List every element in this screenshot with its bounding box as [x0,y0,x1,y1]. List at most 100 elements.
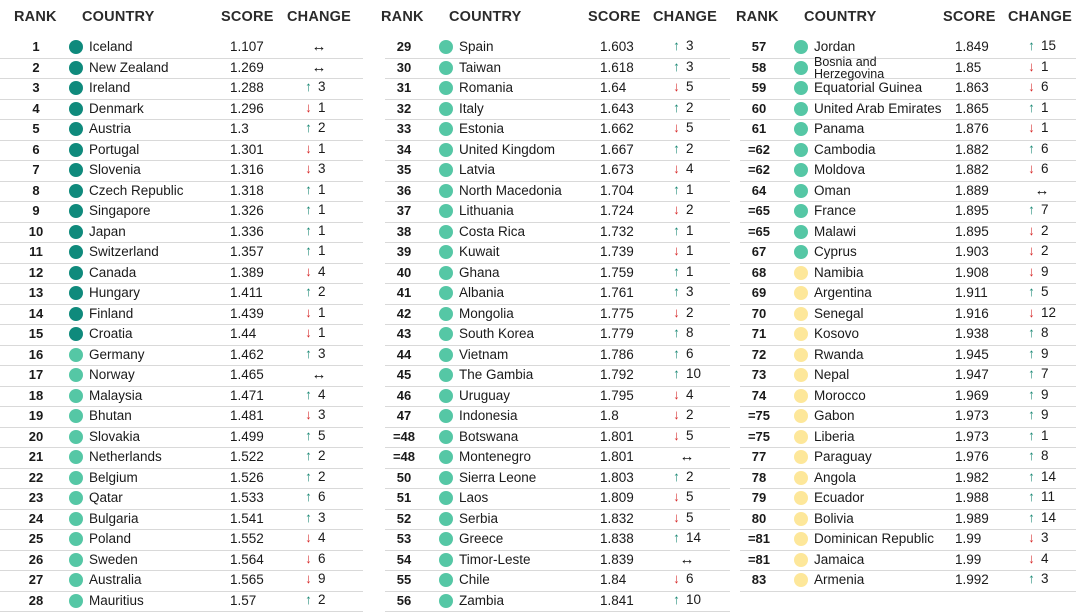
score-value: 1.316 [230,162,264,177]
tier-dot-icon [439,81,453,95]
table-row: 21 Netherlands 1.522 ↑ 2 [0,447,363,469]
score-value: 1.704 [600,182,634,198]
arrow-down-icon: ↓ [305,99,312,115]
tier-dot-icon [69,470,83,485]
change-cell: ↑ 1 [670,223,716,238]
change-cell: ↔ [307,38,353,55]
change-value: 5 [686,489,694,504]
table-row: =62 Cambodia 1.882 ↑ 6 [740,140,1076,161]
score-value: 1.643 [600,100,634,116]
rank-value: 60 [751,100,767,116]
table-row: 25 Poland 1.552 ↓ 4 [0,529,363,551]
score-value: 1.439 [230,305,264,321]
score-value: 1.8 [600,408,619,423]
header-score: SCORE [221,9,274,25]
score-value: 1.786 [600,346,634,362]
tier-dot-icon [794,101,808,116]
table-row: 47 Indonesia 1.8 ↓ 2 [385,406,730,428]
tier-dot-icon [69,60,83,75]
rank-value: 38 [396,223,412,239]
change-value: 14 [1041,468,1057,484]
country-name: Angola [814,469,857,485]
tier-dot-icon [794,40,808,54]
rank-value: 58 [751,59,767,75]
table-row: 1 Iceland 1.107 ↔ [0,37,363,59]
tier-dot-icon [439,265,453,280]
change-cell: ↑ 2 [302,120,348,135]
score-value: 1.288 [230,80,264,95]
tier-dot-icon [69,163,83,177]
score-value: 1.938 [955,326,989,341]
header-country: COUNTRY [804,9,877,25]
header-change: CHANGE [1008,9,1073,25]
rank-value: 13 [28,285,44,300]
table-row: 50 Sierra Leone 1.803 ↑ 2 [385,468,730,489]
rank-value: 8 [32,182,40,198]
score-value: 1.969 [955,387,989,403]
change-cell: ↑ 9 [1025,346,1071,361]
country-name: Dominican Republic [814,531,935,546]
table-row: 74 Morocco 1.969 ↑ 9 [740,386,1076,407]
table-row: 15 Croatia 1.44 ↓ 1 [0,324,363,346]
table-row: 3 Ireland 1.288 ↑ 3 [0,78,363,100]
arrow-down-icon: ↓ [1028,161,1035,176]
change-value: 3 [318,509,326,525]
country-name: Bhutan [89,408,132,423]
change-cell: ↑ 1 [302,223,348,238]
tier-dot-icon [69,306,83,321]
arrow-up-icon: ↑ [1028,489,1035,504]
score-value: 1.411 [230,285,263,300]
table-row: =75 Liberia 1.973 ↑ 1 [740,427,1076,448]
change-value: 2 [318,120,326,135]
score-value: 1.976 [955,449,989,464]
arrow-up-icon: ↑ [305,386,312,402]
change-cell: ↑ 1 [1025,100,1071,115]
change-value: 1 [686,222,694,238]
change-value: 9 [1041,407,1049,422]
country-name: Portugal [89,141,140,157]
rank-value: 15 [28,326,44,341]
table-row: 2 New Zealand 1.269 ↔ [0,58,363,79]
rank-value: 1 [32,39,40,54]
change-value: 14 [686,530,702,545]
score-value: 1.982 [955,469,989,485]
country-name: Paraguay [814,449,872,464]
tier-dot-icon [69,491,83,505]
table-row: 70 Senegal 1.916 ↓ 12 [740,304,1076,325]
arrow-up-icon: ↑ [673,530,680,545]
rank-value: 53 [396,531,412,546]
change-value: 1 [686,263,694,279]
arrow-up-icon: ↑ [673,468,680,484]
tier-dot-icon [69,81,83,95]
tier-dot-icon [439,470,453,485]
tier-dot-icon [439,491,453,505]
arrow-up-icon: ↑ [305,202,312,217]
table-row: 36 North Macedonia 1.704 ↑ 1 [385,181,730,202]
table-row: 60 United Arab Emirates 1.865 ↑ 1 [740,99,1076,120]
country-name: Latvia [459,162,496,177]
change-value: 4 [686,161,694,176]
header-rank: RANK [381,9,424,25]
table-row: 73 Nepal 1.947 ↑ 7 [740,365,1076,387]
rank-value: =75 [747,408,771,423]
rank-value: 73 [751,367,767,382]
score-value: 1.564 [230,551,264,567]
table-row: 17 Norway 1.465 ↔ [0,365,363,387]
rank-value: 19 [28,408,44,423]
ranking-column-2: RANK COUNTRY SCORE CHANGE 29 Spain 1.603 ↑ 3… [381,0,730,616]
arrow-up-icon: ↑ [673,591,680,607]
change-cell: ↔ [675,551,721,568]
change-cell: ↑ 2 [302,448,348,463]
rank-value: 43 [396,326,412,341]
change-value: 5 [686,79,694,94]
rank-value: 6 [32,141,40,157]
country-name: Namibia [814,264,864,280]
score-value: 1.889 [955,182,989,198]
table-row: 33 Estonia 1.662 ↓ 5 [385,119,730,141]
tier-dot-icon [794,245,808,259]
score-value: 1.99 [955,531,982,546]
rank-value: 59 [751,80,767,95]
no-change-icon: ↔ [1034,181,1050,199]
change-value: 9 [318,571,326,586]
change-cell: ↑ 3 [302,346,348,361]
